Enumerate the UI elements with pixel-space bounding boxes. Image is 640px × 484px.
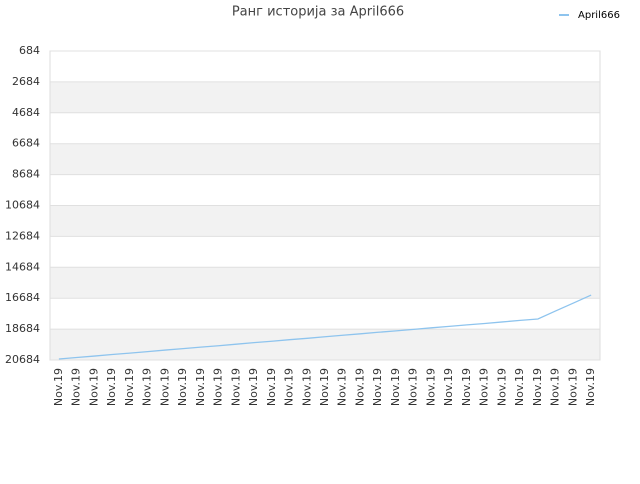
x-tick-label: Nov.19 xyxy=(566,368,579,406)
y-tick-label: 6684 xyxy=(12,137,40,150)
x-tick-label: Nov.19 xyxy=(105,368,118,406)
grid-band xyxy=(50,174,600,206)
grid-band xyxy=(50,51,600,82)
x-tick-label: Nov.19 xyxy=(353,368,366,406)
grid-band xyxy=(50,81,600,113)
y-tick-label: 16684 xyxy=(5,291,40,304)
x-tick-label: Nov.19 xyxy=(584,368,597,406)
x-tick-label: Nov.19 xyxy=(336,368,349,406)
y-tick-label: 2684 xyxy=(12,75,40,88)
x-tick-label: Nov.19 xyxy=(300,368,313,406)
x-tick-label: Nov.19 xyxy=(123,368,136,406)
y-tick-label: 20684 xyxy=(5,353,40,366)
x-tick-label: Nov.19 xyxy=(495,368,508,406)
x-tick-label: Nov.19 xyxy=(371,368,384,406)
grid-band xyxy=(50,236,600,268)
x-tick-label: Nov.19 xyxy=(52,368,65,406)
grid-band xyxy=(50,267,600,299)
x-tick-label: Nov.19 xyxy=(194,368,207,406)
x-tick-label: Nov.19 xyxy=(212,368,225,406)
x-tick-label: Nov.19 xyxy=(265,368,278,406)
x-tick-label: Nov.19 xyxy=(247,368,260,406)
x-tick-label: Nov.19 xyxy=(442,368,455,406)
grid-band xyxy=(50,205,600,237)
y-tick-label: 684 xyxy=(19,44,40,57)
y-tick-label: 4684 xyxy=(12,106,40,119)
x-tick-label: Nov.19 xyxy=(513,368,526,406)
y-tick-label: 12684 xyxy=(5,229,40,242)
x-tick-label: Nov.19 xyxy=(229,368,242,406)
x-tick-label: Nov.19 xyxy=(478,368,491,406)
x-tick-label: Nov.19 xyxy=(531,368,544,406)
x-tick-label: Nov.19 xyxy=(87,368,100,406)
x-tick-label: Nov.19 xyxy=(460,368,473,406)
x-tick-label: Nov.19 xyxy=(407,368,420,406)
x-tick-label: Nov.19 xyxy=(141,368,154,406)
chart-title: Ранг историја за April666 xyxy=(232,5,404,20)
x-tick-label: Nov.19 xyxy=(389,368,402,406)
grid-band xyxy=(50,112,600,144)
y-tick-label: 8684 xyxy=(12,168,40,181)
grid-band xyxy=(50,143,600,175)
x-tick-label: Nov.19 xyxy=(318,368,331,406)
x-tick-label: Nov.19 xyxy=(424,368,437,406)
y-tick-label: 18684 xyxy=(5,322,40,335)
x-tick-label: Nov.19 xyxy=(176,368,189,406)
y-tick-label: 14684 xyxy=(5,260,40,273)
grid-band xyxy=(50,329,600,360)
y-tick-label: 10684 xyxy=(5,199,40,212)
legend-label: April666 xyxy=(578,10,620,21)
line-series xyxy=(58,294,592,360)
x-tick-label: Nov.19 xyxy=(283,368,296,406)
x-tick-label: Nov.19 xyxy=(70,368,83,406)
x-tick-label: Nov.19 xyxy=(158,368,171,406)
x-tick-label: Nov.19 xyxy=(549,368,562,406)
grid-band xyxy=(50,298,600,330)
